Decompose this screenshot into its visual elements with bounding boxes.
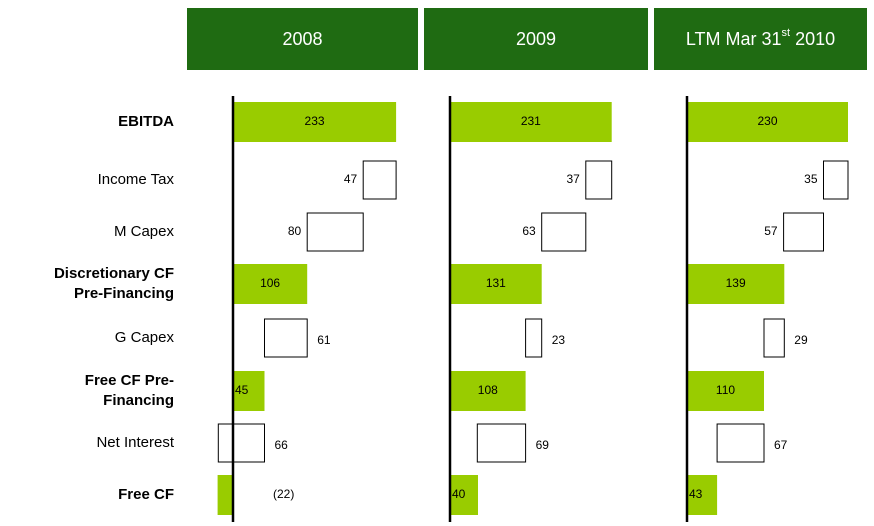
value-label: 57 [764, 224, 778, 238]
value-label: 139 [726, 276, 746, 290]
decrease-box [823, 160, 849, 200]
category-label: EBITDA [118, 113, 174, 130]
decrease-box [541, 212, 587, 252]
decrease-box [525, 318, 543, 358]
value-label: 47 [344, 172, 358, 186]
value-label: 61 [317, 333, 331, 347]
header-text: 2010 [790, 29, 835, 49]
header-text: 2009 [516, 29, 556, 49]
value-label: 45 [235, 383, 249, 397]
header-box [424, 8, 648, 70]
total-bar [217, 475, 233, 515]
total-bar [233, 371, 265, 411]
value-label: 40 [452, 487, 466, 501]
value-label: 37 [566, 172, 580, 186]
header-text: st [782, 27, 791, 39]
value-label: 66 [275, 438, 289, 452]
decrease-box [763, 318, 785, 358]
total-bar [450, 264, 542, 304]
value-label: 233 [305, 114, 325, 128]
value-label: 35 [804, 172, 818, 186]
value-label: (22) [273, 487, 294, 501]
decrease-box [585, 160, 613, 200]
total-bar [233, 102, 397, 142]
header-label: 2008 [282, 29, 322, 49]
decrease-box [217, 423, 266, 463]
decrease-box [716, 423, 765, 463]
category-label: Financing [103, 392, 174, 409]
category-label: Free CF Pre- [85, 372, 174, 389]
value-label: 67 [774, 438, 788, 452]
category-label: M Capex [114, 223, 175, 240]
total-bar [687, 102, 848, 142]
value-label: 80 [288, 224, 302, 238]
value-label: 108 [478, 383, 498, 397]
total-bar [687, 371, 764, 411]
total-bar [450, 102, 612, 142]
value-label: 110 [716, 383, 735, 397]
header-text: 2008 [282, 29, 322, 49]
header-box [654, 8, 867, 70]
decrease-box [306, 212, 364, 252]
value-label: 43 [689, 487, 703, 501]
decrease-box [783, 212, 824, 252]
value-label: 23 [552, 333, 566, 347]
value-label: 131 [486, 276, 506, 290]
value-label: 230 [757, 114, 777, 128]
total-bar [233, 264, 308, 304]
category-label: Pre-Financing [74, 285, 174, 302]
header-label: LTM Mar 31st 2010 [686, 27, 835, 49]
value-label: 106 [260, 276, 280, 290]
category-label: Income Tax [98, 171, 175, 188]
decrease-box [362, 160, 397, 200]
total-bar [687, 264, 785, 304]
decrease-box [264, 318, 308, 358]
value-label: 63 [522, 224, 536, 238]
value-label: 231 [521, 114, 541, 128]
category-label: Discretionary CF [54, 265, 174, 282]
value-label: 69 [536, 438, 550, 452]
total-bar [450, 371, 526, 411]
header-box [187, 8, 418, 70]
total-bar [687, 475, 718, 515]
category-label: Net Interest [96, 434, 174, 451]
decrease-box [476, 423, 527, 463]
category-label: G Capex [115, 329, 175, 346]
header-label: 2009 [516, 29, 556, 49]
value-label: 29 [794, 333, 808, 347]
category-label: Free CF [118, 486, 174, 503]
total-bar [450, 475, 478, 515]
header-text: LTM Mar 31 [686, 29, 782, 49]
